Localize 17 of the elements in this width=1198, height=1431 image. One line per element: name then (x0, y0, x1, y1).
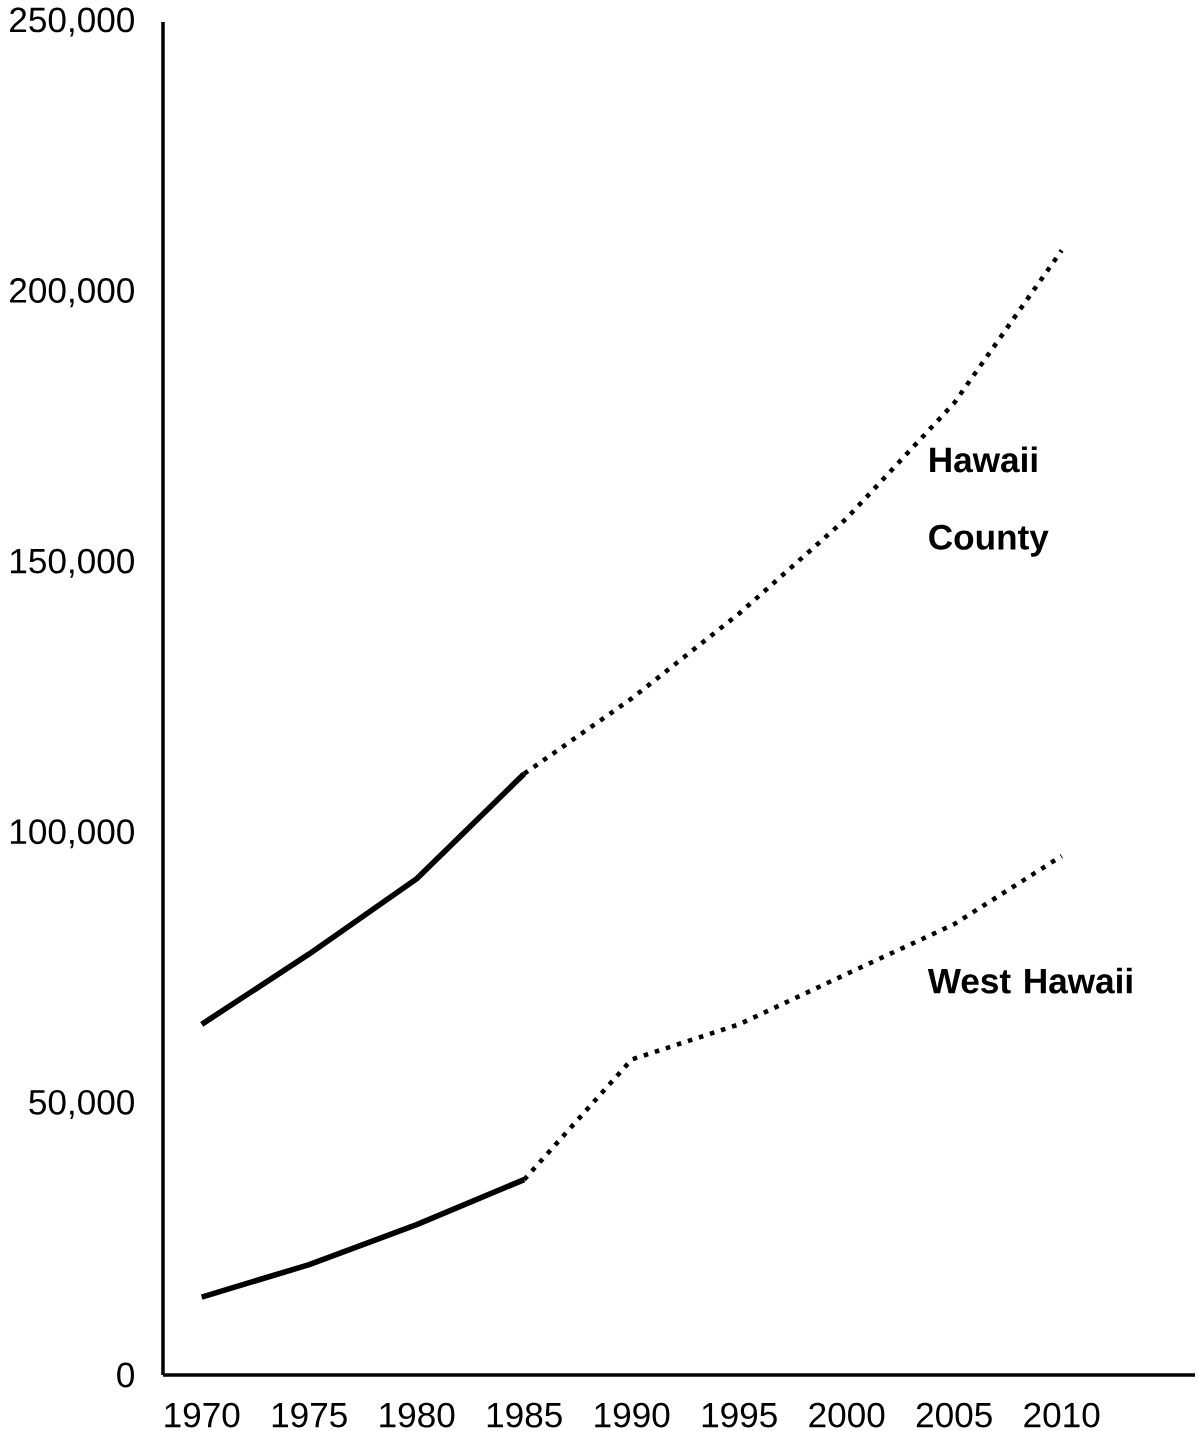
x-tick-label: 1970 (165, 1402, 240, 1428)
x-tick-label: 2000 (809, 1402, 885, 1428)
series-label: West Hawaii (927, 967, 1132, 994)
y-tick-label: 100,000 (11, 819, 134, 849)
x-tick-label: 1985 (487, 1402, 562, 1428)
x-tick-label: 2005 (916, 1402, 992, 1428)
y-tick-label: 150,000 (11, 548, 134, 578)
y-tick-label: 50,000 (29, 1089, 134, 1119)
x-tick-label: 1995 (702, 1402, 777, 1428)
x-tick-label: 1975 (272, 1402, 347, 1428)
y-tick-label: 0 (117, 1362, 134, 1388)
x-tick-label: 1980 (380, 1402, 455, 1428)
x-tick-label: 1990 (595, 1402, 670, 1428)
text: Hawaii County (929, 446, 1049, 557)
x-tick-label: 2010 (1024, 1402, 1100, 1428)
y-tick-label: 250,000 (10, 7, 134, 37)
y-tick-label: 200,000 (10, 278, 134, 308)
